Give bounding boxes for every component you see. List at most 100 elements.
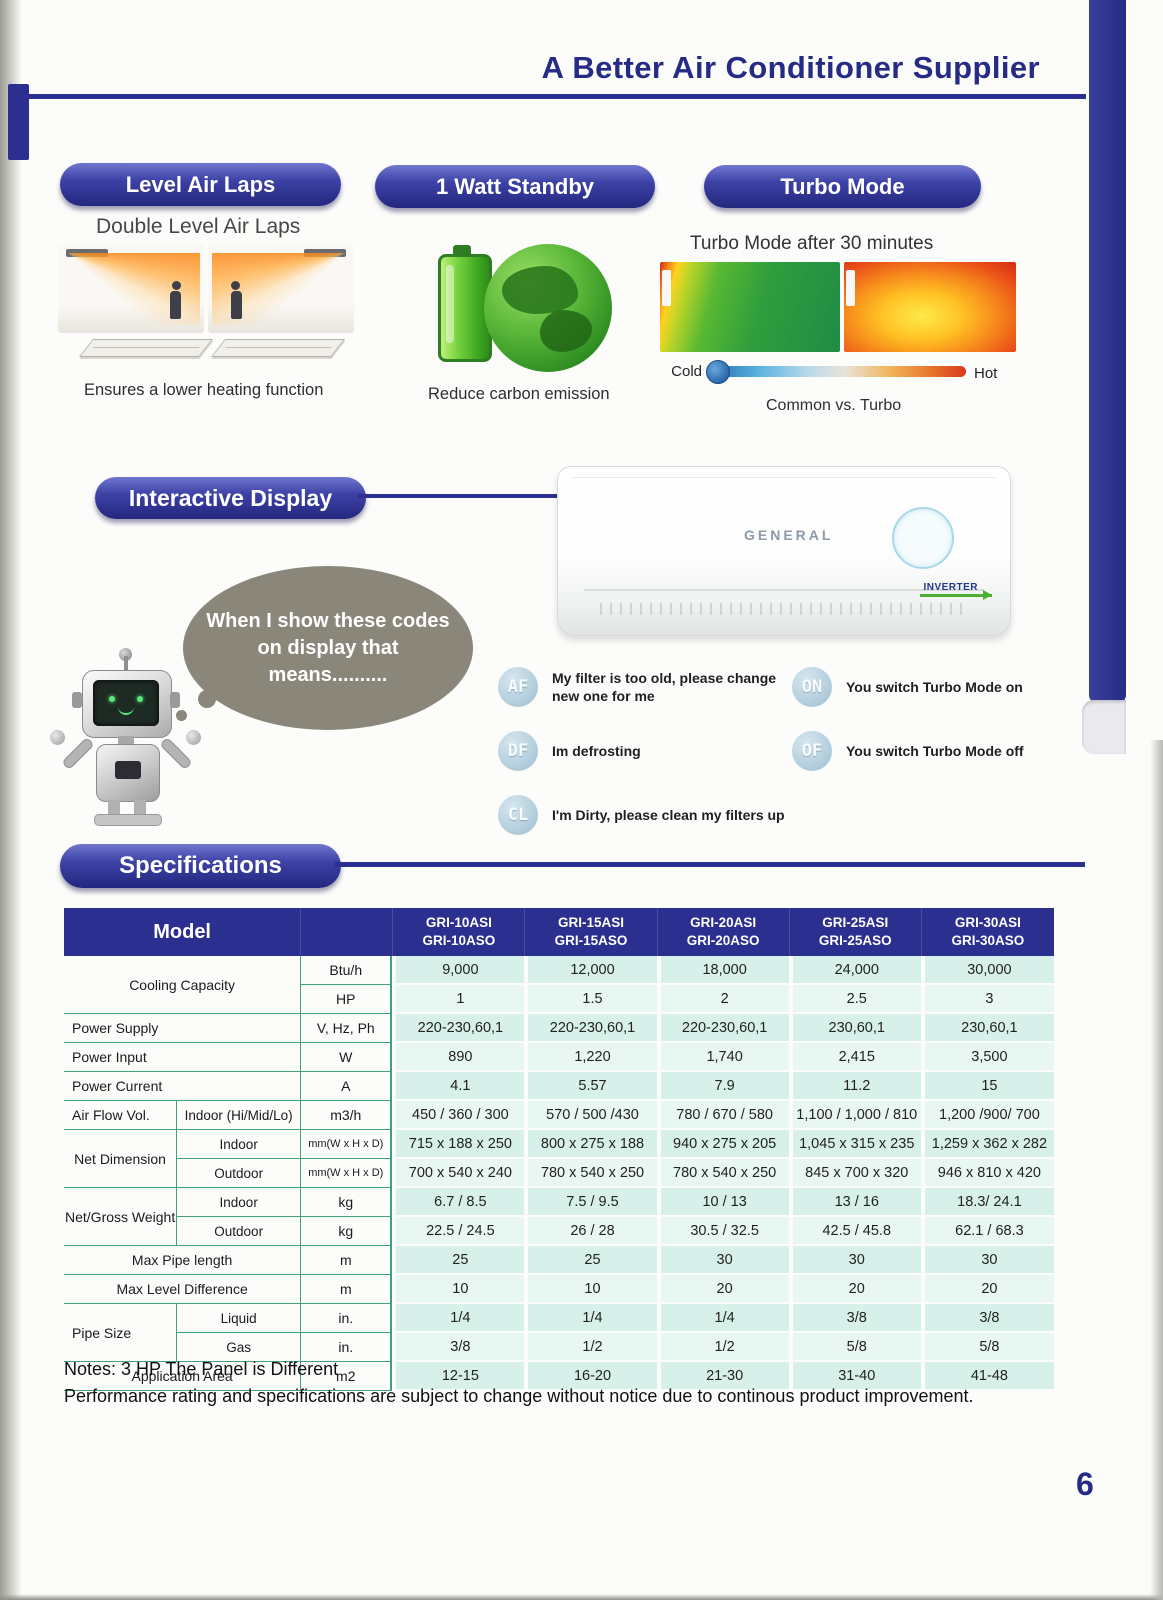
spec-unit-label: Btu/h [300,956,393,985]
spec-value-cell: 1/4 [656,1304,789,1333]
airflow-scene-left [58,245,204,333]
display-code-item: OF You switch Turbo Mode off [792,730,1082,772]
inverter-badge: INVERTER [920,581,992,600]
spec-sub-label: Liquid [176,1304,301,1333]
airflow-scene-right [208,245,354,333]
spec-row: HP 1 1.5 2 2.5 3 [64,985,1054,1014]
temperature-gradient-bar [714,366,966,377]
spec-value-cell: 5/8 [920,1333,1054,1362]
code-badge: ON [792,667,832,707]
spec-group-label: Pipe Size [64,1304,177,1362]
spec-value-cell: 1/2 [656,1333,789,1362]
spec-unit-label: m2 [300,1362,393,1391]
title-accent-block [8,84,29,160]
specifications-pill: Specifications [60,844,341,888]
specs-table-body: Cooling Capacity Btu/h 9,000 12,000 18,000 24… [64,956,1054,1391]
code-badge: DF [498,731,538,771]
note-line: Performance rating and specifications ar… [64,1386,974,1406]
spec-value-cell: 220-230,60,1 [656,1014,789,1043]
display-codes-right: ON You switch Turbo Mode on OF You switch T… [792,666,1082,772]
spec-row: Max Pipe length m 25 25 30 30 30 [64,1246,1054,1275]
model-column-header: GRI-30ASI GRI-30ASO [920,908,1054,956]
cold-label: Cold [671,363,702,380]
spec-value-cell: 946 x 810 x 420 [920,1159,1054,1188]
spec-value-cell: 6.7 / 8.5 [392,1188,525,1217]
spec-value-cell: 30.5 / 32.5 [656,1217,789,1246]
spec-row: Application Area m2 12-15 16-20 21-30 31-40 41… [64,1362,1054,1391]
spec-value-cell: 2.5 [788,985,921,1014]
spec-row: Air Flow Vol. Indoor (Hi/Mid/Lo) m3/h 450 /… [64,1101,1054,1130]
interactive-display-rule [358,494,562,498]
turbo-subtitle: Turbo Mode after 30 minutes [690,233,934,254]
spec-group-label: Cooling Capacity [64,956,301,1014]
spec-row: Outdoor kg 22.5 / 24.5 26 / 28 30.5 / 32.5 42… [64,1217,1054,1246]
spec-row: Max Level Difference m 10 10 20 20 20 [64,1275,1054,1304]
code-description: Im defrosting [552,742,641,759]
spec-group-label: Max Pipe length [64,1246,301,1275]
page-title: A Better Air Conditioner Supplier [541,50,1040,85]
spec-value-cell: 780 x 540 x 250 [656,1159,789,1188]
spec-value-cell: 1 [392,985,525,1014]
wall-unit-icon [662,270,671,306]
spec-unit-label: A [300,1072,393,1101]
spec-value-cell: 62.1 / 68.3 [920,1217,1054,1246]
thought-circle [198,690,216,708]
spec-value-cell: 5.57 [524,1072,657,1101]
spec-value-cell: 890 [392,1043,525,1072]
speech-bubble: When I show these codes on display that … [183,566,473,730]
code-badge: CL [498,795,538,835]
spec-group-label: Power Input [64,1043,301,1072]
spec-value-cell: 7.5 / 9.5 [524,1188,657,1217]
spec-unit-label: kg [300,1188,393,1217]
code-description: I'm Dirty, please clean my filters up [552,806,785,823]
person-silhouette-icon [170,281,182,323]
specs-table-wrap: Model GRI-10ASI GRI-10ASO GRI-15ASI GRI-15A… [64,908,1056,1391]
spec-value-cell: 9,000 [392,956,525,985]
ac-display-circle [892,507,954,569]
spec-row: Pipe Size Liquid in. 1/4 1/4 1/4 3/8 3/8 [64,1304,1054,1362]
spec-value-cell: 3/8 [392,1333,525,1362]
spec-value-cell: 800 x 275 x 188 [524,1130,657,1159]
spec-row: Outdoor mm(W x H x D) 700 x 540 x 240 780 x… [64,1159,1054,1188]
spec-value-cell: 1,259 x 362 x 282 [920,1130,1054,1159]
robot-head [82,670,172,738]
spec-value-cell: 42.5 / 45.8 [788,1217,921,1246]
spec-sub-label: Indoor [176,1188,301,1217]
air-lap-hardware-image [70,334,346,364]
feature-pill-1-watt-standby: 1 Watt Standby [375,165,655,208]
spec-value-cell: 1/2 [524,1333,657,1362]
spec-value-cell: 15 [920,1072,1054,1101]
thermal-image-turbo [844,262,1016,352]
spec-row: Net/Gross Weight Indoor kg 6.7 / 8.5 7.5 / 9… [64,1188,1054,1246]
spec-row: Power Current A 4.1 5.57 7.9 11.2 15 [64,1072,1054,1101]
specs-header-row: Model GRI-10ASI GRI-10ASO GRI-15ASI GRI-15A… [64,908,1054,956]
spec-value-cell: 1,045 x 315 x 235 [788,1130,921,1159]
spec-value-cell: 450 / 360 / 300 [392,1101,525,1130]
spec-value-cell: 22.5 / 24.5 [392,1217,525,1246]
unit-header-empty [300,908,393,956]
note-line: Notes: 3 HP The Panel is Different [64,1359,339,1379]
spec-value-cell: 25 [392,1246,525,1275]
temperature-knob-icon [706,360,730,384]
code-description: My filter is too old, please change new … [552,669,777,704]
spec-sub-label: Indoor [176,1130,301,1159]
spec-sub-label: Gas [176,1333,301,1362]
spec-value-cell: 18,000 [656,956,789,985]
spec-value-cell: 3/8 [920,1304,1054,1333]
spec-value-cell: 30 [656,1246,789,1275]
spec-value-cell: 3 [920,985,1054,1014]
ac-unit-image: GENERAL INVERTER [557,466,1011,636]
display-code-item: AF My filter is too old, please change ne… [498,666,786,708]
robot-mascot [50,648,218,832]
code-badge: AF [498,667,538,707]
spec-unit-label: HP [300,985,393,1014]
spec-value-cell: 25 [524,1246,657,1275]
spec-value-cell: 1.5 [524,985,657,1014]
notes: Notes: 3 HP The Panel is Different Perfo… [64,1356,974,1410]
spec-value-cell: 21-30 [656,1362,789,1391]
spec-value-cell: 18.3/ 24.1 [920,1188,1054,1217]
model-header: Model [64,908,301,956]
spec-row: Power Supply V, Hz, Ph 220-230,60,1 220-230… [64,1014,1054,1043]
spec-group-label: Net Dimension [64,1130,177,1188]
